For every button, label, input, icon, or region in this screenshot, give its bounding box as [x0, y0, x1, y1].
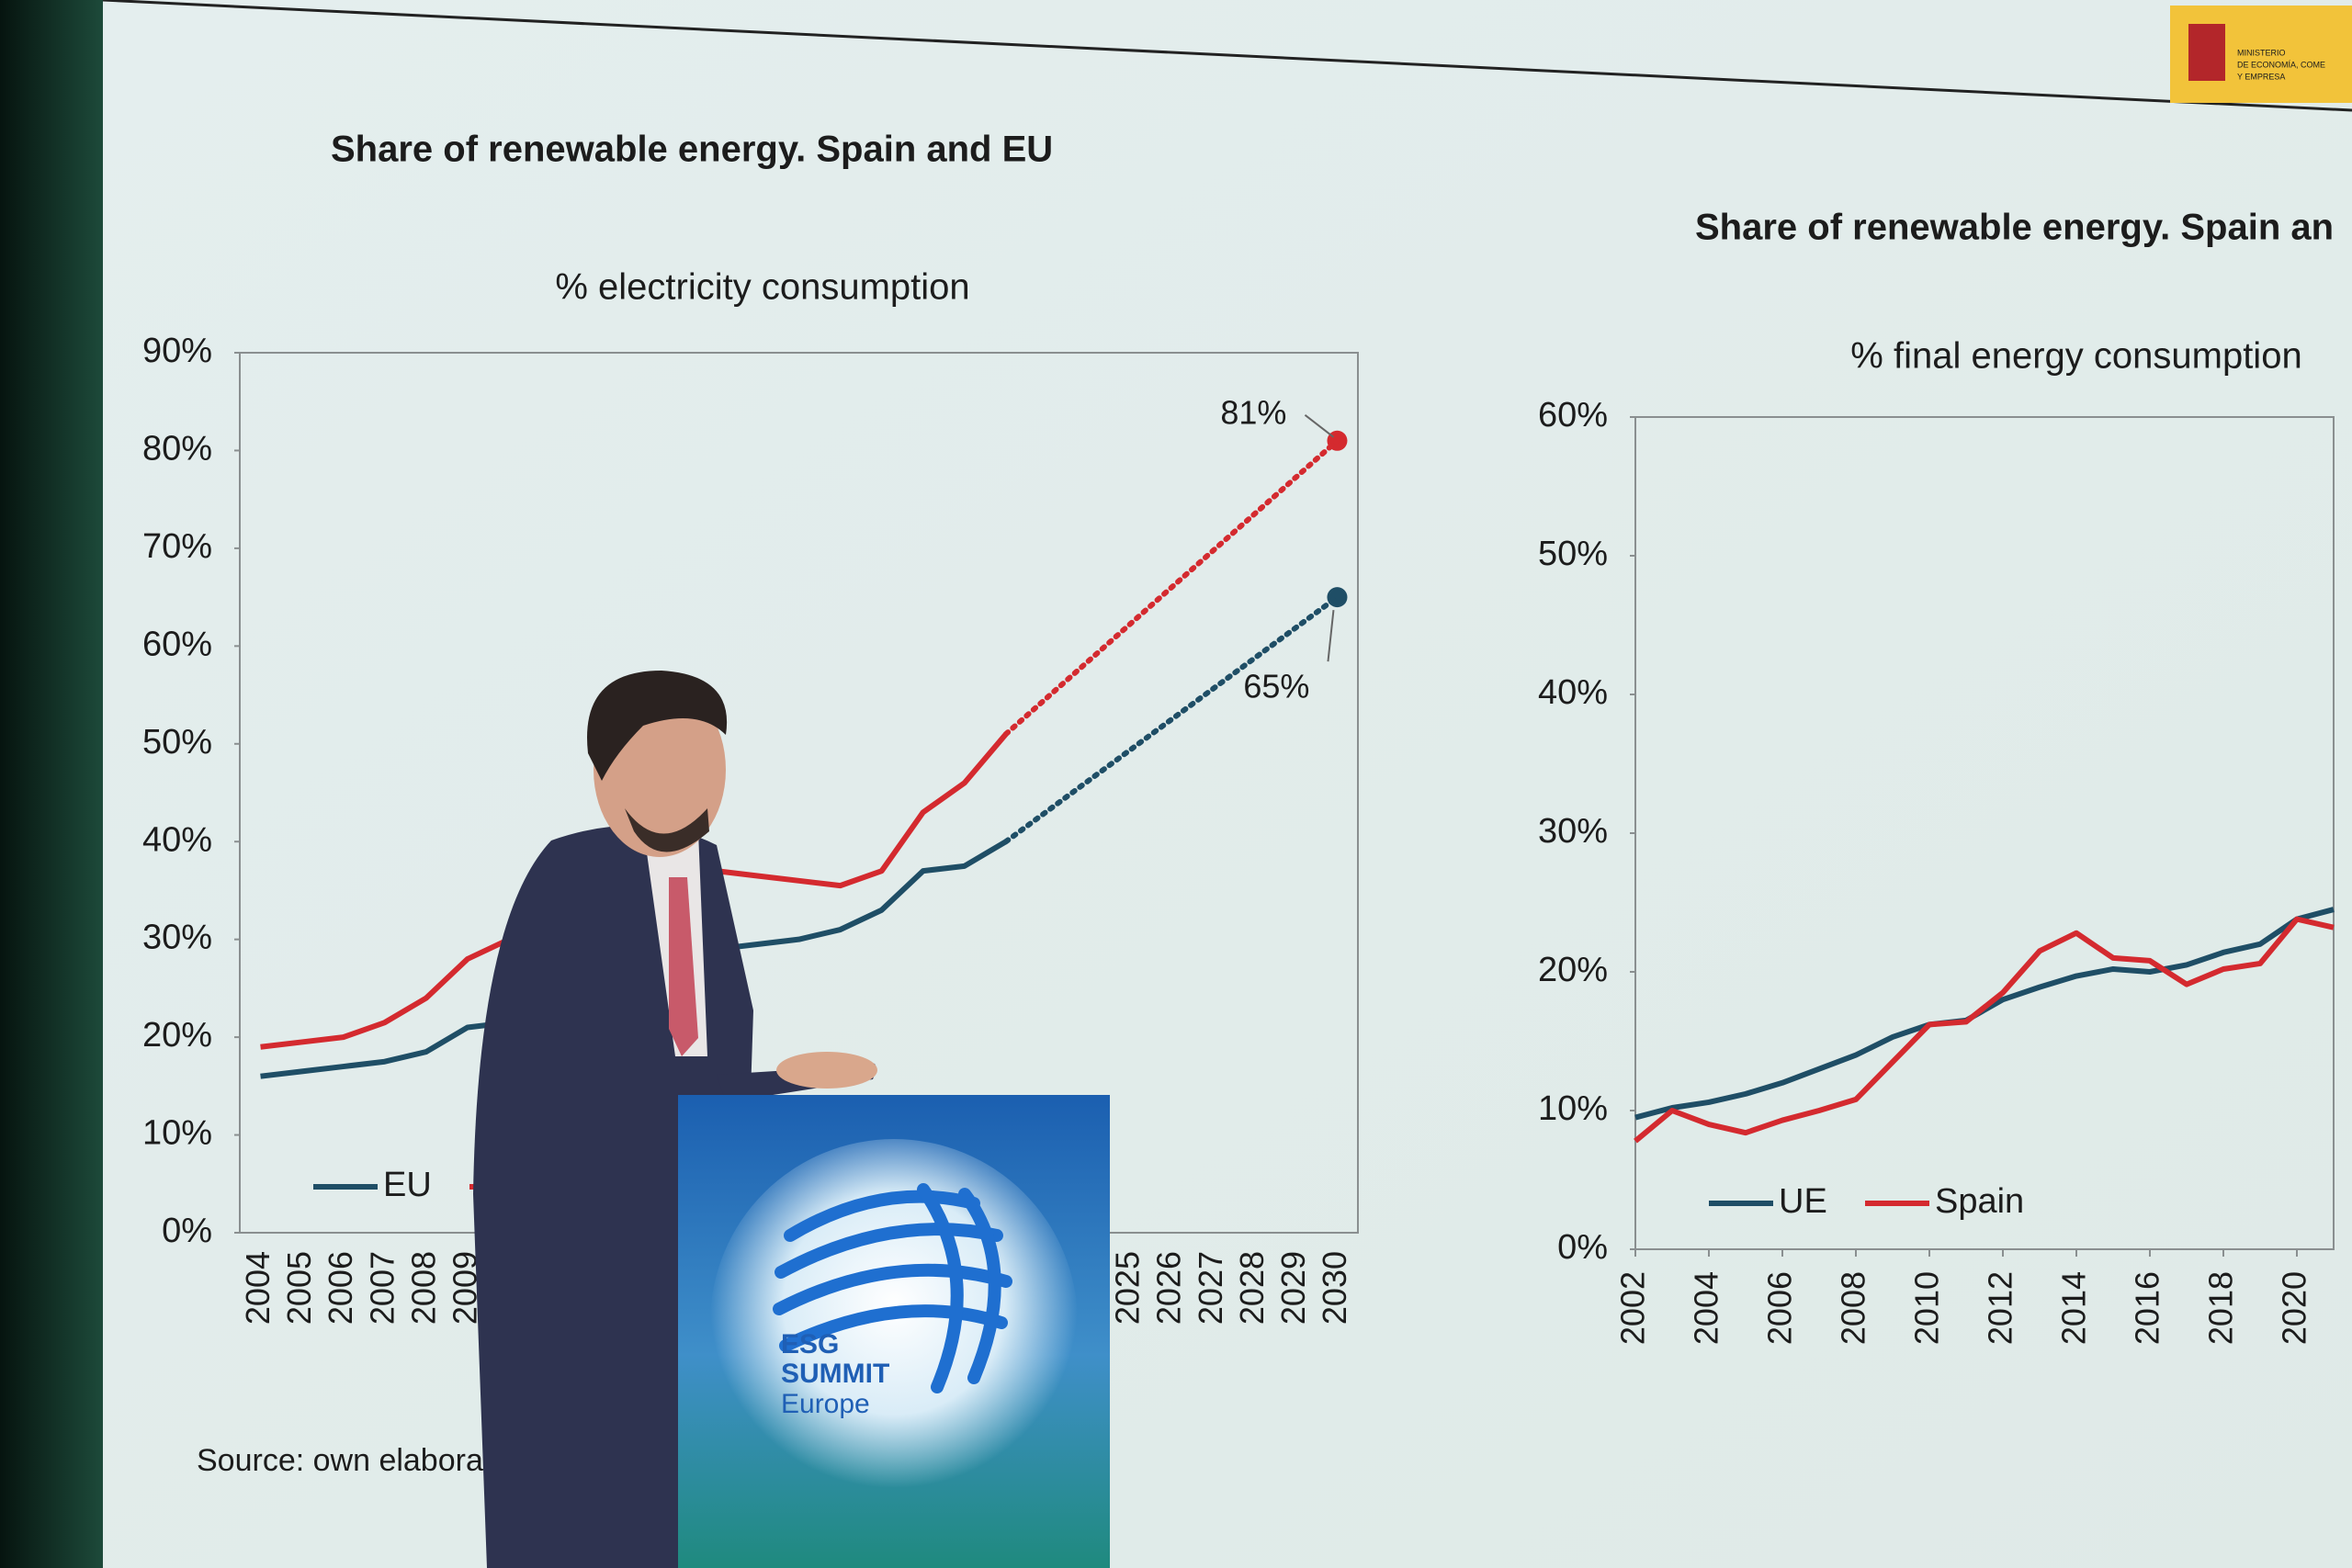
legend-label: UE — [1779, 1182, 1827, 1221]
speaker — [473, 671, 877, 1568]
legend-label: EU — [383, 1166, 432, 1204]
chart-subtitle: % final energy consumption — [1850, 336, 2301, 377]
x-tick-label: 2010 — [1908, 1271, 1946, 1345]
x-tick-label: 2008 — [404, 1251, 442, 1325]
y-tick-label: 60% — [142, 625, 212, 663]
chart-title: Share of renewable energy. Spain an — [1695, 208, 2334, 248]
x-tick-label: 2016 — [2129, 1271, 2166, 1345]
podium-text: Europe — [781, 1389, 870, 1419]
x-tick-label: 2012 — [1982, 1271, 2019, 1345]
y-tick-label: 10% — [1538, 1089, 1608, 1128]
x-tick-label: 2006 — [1761, 1271, 1799, 1345]
x-tick-label: 2008 — [1835, 1271, 1872, 1345]
podium-text: ESG — [781, 1329, 839, 1359]
y-tick-label: 60% — [1538, 396, 1608, 434]
y-tick-label: 80% — [142, 429, 212, 468]
y-tick-label: 90% — [142, 332, 212, 370]
logo-line: Y EMPRESA — [2237, 72, 2285, 81]
y-tick-label: 40% — [142, 820, 212, 859]
x-tick-label: 2004 — [1688, 1271, 1725, 1345]
y-tick-label: 50% — [142, 723, 212, 761]
x-tick-label: 2028 — [1233, 1251, 1271, 1325]
chart-title: Share of renewable energy. Spain and EU — [331, 130, 1053, 170]
y-tick-label: 30% — [142, 919, 212, 957]
x-tick-label: 2005 — [280, 1251, 318, 1325]
value-label: 81% — [1220, 393, 1286, 431]
series-line — [1634, 916, 2335, 1144]
x-tick-label: 2026 — [1150, 1251, 1188, 1325]
globe — [773, 1183, 1012, 1393]
podium: ESG SUMMIT Europe — [678, 1095, 1110, 1568]
projection-line — [1002, 594, 1340, 845]
hand — [776, 1052, 877, 1089]
source-note: Source: own elabora — [197, 1443, 483, 1478]
x-tick-label: 2030 — [1316, 1251, 1353, 1325]
x-tick-label: 2027 — [1192, 1251, 1229, 1325]
slide-rule — [102, 0, 2352, 112]
legend-label: Spain — [1935, 1182, 2024, 1221]
x-tick-label: 2014 — [2055, 1271, 2093, 1345]
x-tick-label: 2004 — [239, 1251, 277, 1325]
value-label: 65% — [1243, 668, 1309, 705]
tie — [669, 877, 698, 1056]
y-tick-label: 50% — [1538, 535, 1608, 573]
podium-text: SUMMIT — [781, 1359, 889, 1389]
y-tick-label: 20% — [1538, 951, 1608, 989]
hair — [587, 671, 728, 781]
x-tick-label: 2029 — [1274, 1251, 1312, 1325]
chart-subtitle: % electricity consumption — [555, 267, 969, 308]
charts: 0%10%20%30%40%50%60%70%80%90%2004 2005 200… — [142, 130, 2335, 1345]
x-tick-label: 2020 — [2276, 1271, 2313, 1345]
y-tick-label: 0% — [162, 1212, 212, 1250]
projection-line — [1002, 437, 1340, 738]
y-tick-label: 10% — [142, 1114, 212, 1153]
label-leader — [1327, 610, 1335, 662]
y-tick-label: 20% — [142, 1016, 212, 1055]
x-tick-label: 2018 — [2202, 1271, 2240, 1345]
stage-edge — [0, 0, 103, 1568]
x-tick-label: 2006 — [322, 1251, 359, 1325]
y-tick-label: 70% — [142, 527, 212, 566]
logo-line: DE ECONOMÍA, COME — [2237, 60, 2325, 69]
logo-line: MINISTERIO — [2237, 48, 2286, 57]
label-leader — [1304, 414, 1335, 438]
logo-crest — [2188, 24, 2225, 81]
beard — [625, 808, 709, 852]
x-tick-label: 2002 — [1614, 1271, 1652, 1345]
x-tick-label: 2007 — [363, 1251, 401, 1325]
y-tick-label: 40% — [1538, 673, 1608, 712]
y-tick-label: 30% — [1538, 812, 1608, 851]
x-tick-label: 2025 — [1109, 1251, 1147, 1325]
y-tick-label: 0% — [1557, 1228, 1608, 1267]
